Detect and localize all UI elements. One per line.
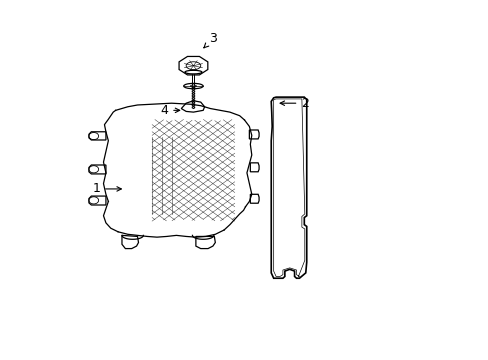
Text: 4: 4 (160, 104, 179, 117)
Text: 3: 3 (203, 32, 216, 48)
Text: 2: 2 (280, 97, 308, 110)
Text: 1: 1 (92, 183, 121, 195)
